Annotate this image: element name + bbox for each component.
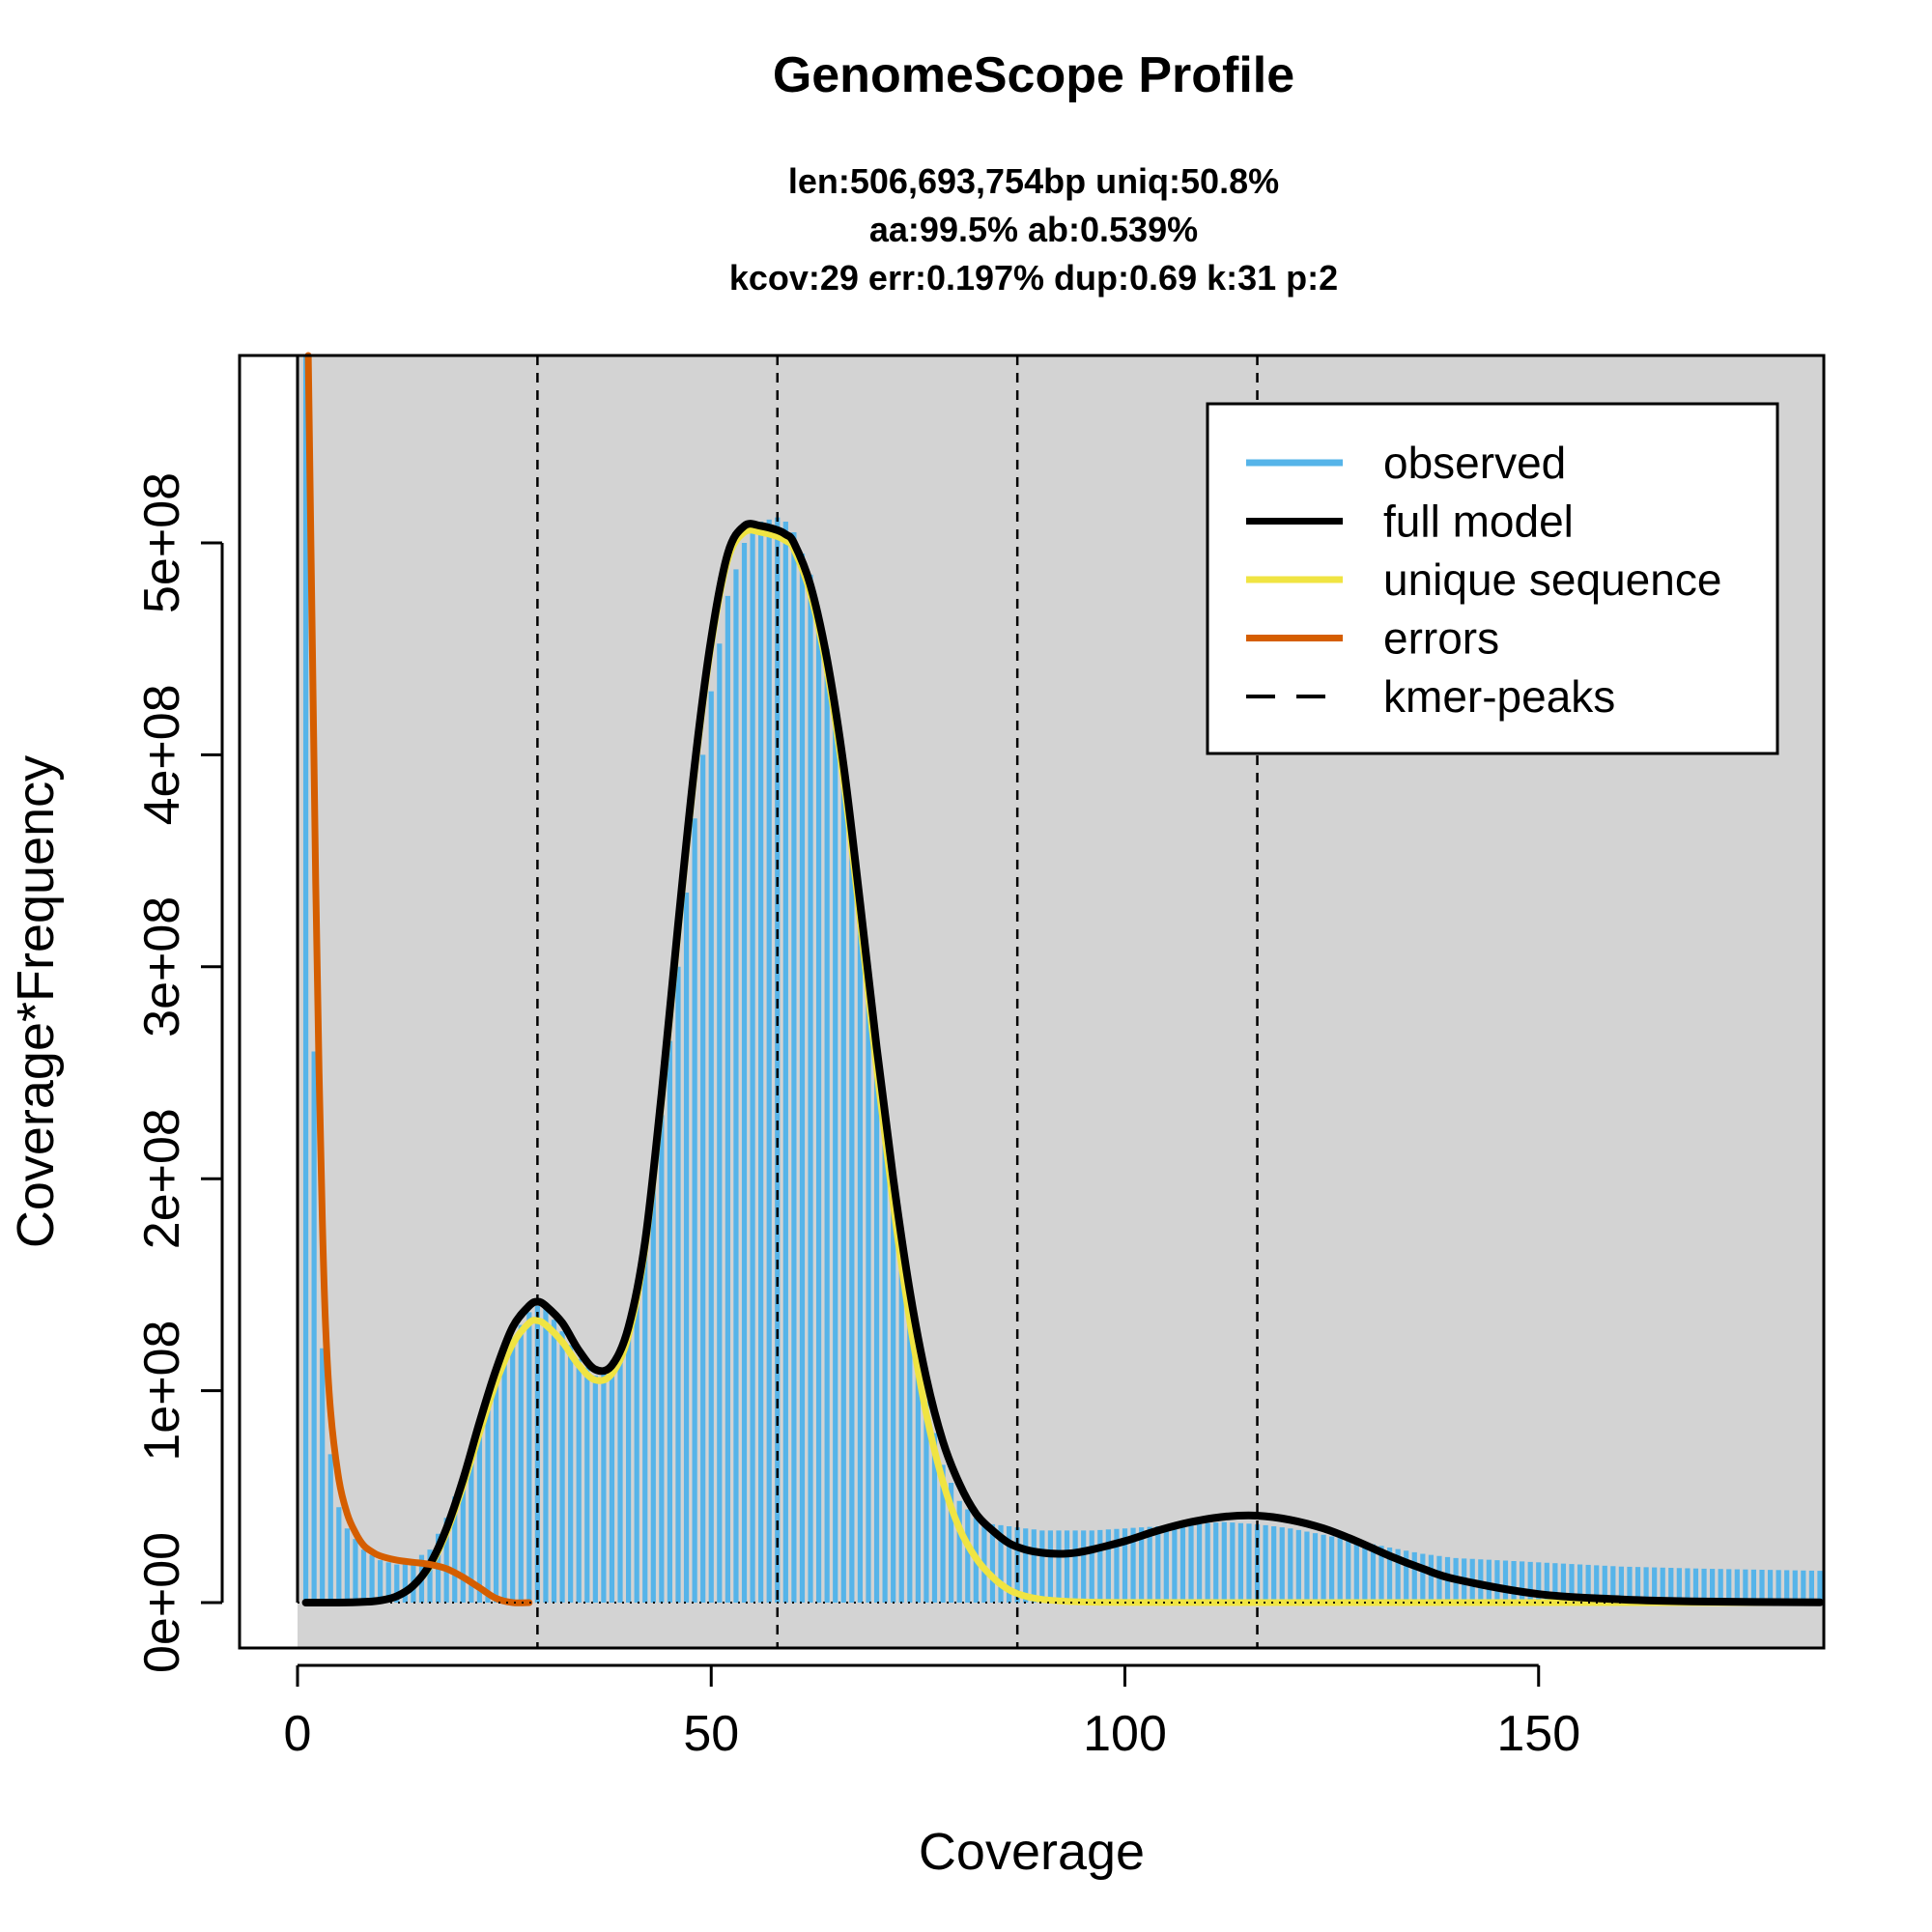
y-tick-label: 2e+08: [134, 1108, 190, 1249]
legend-label: observed: [1383, 438, 1566, 488]
legend-label: kmer-peaks: [1383, 671, 1615, 722]
x-tick-label: 0: [284, 1706, 312, 1762]
full-model-curve: [301, 520, 1824, 1607]
chart-subtitle-line-3: kcov:29 err:0.197% dup:0.69 k:31 p:2: [729, 258, 1338, 298]
unique-sequence-curve: [377, 526, 1824, 1606]
plot-border: [238, 354, 1826, 1650]
chart-title: GenomeScope Profile: [773, 47, 1294, 103]
x-axis: 0 50 100 150: [284, 1663, 1580, 1762]
chart-subtitle-line-2: aa:99.5% ab:0.539%: [869, 210, 1198, 249]
x-tick-label: 50: [683, 1706, 739, 1762]
legend-label: errors: [1383, 613, 1499, 664]
legend-label: unique sequence: [1383, 554, 1721, 605]
y-tick-label: 3e+08: [134, 896, 190, 1037]
y-axis-label: Coverage*Frequency: [7, 755, 65, 1248]
y-tick-label: 5e+08: [134, 472, 190, 613]
chart-subtitle-line-1: len:506,693,754bp uniq:50.8%: [788, 161, 1279, 201]
x-axis-label: Coverage: [919, 1823, 1145, 1881]
left-white-strip: [240, 355, 298, 1648]
x-tick-label: 150: [1496, 1706, 1580, 1762]
y-tick-label: 1e+08: [134, 1321, 190, 1462]
y-tick-label: 0e+00: [134, 1532, 190, 1673]
y-axis: 0e+00 1e+08 2e+08 3e+08 4e+08 5e+08: [134, 472, 224, 1673]
x-tick-label: 100: [1083, 1706, 1167, 1762]
legend-label: full model: [1383, 497, 1574, 547]
errors-curve: [304, 352, 533, 1606]
model-curves: [301, 352, 1824, 1607]
y-tick-label: 4e+08: [134, 684, 190, 825]
chart-legend: observed full model unique sequence errors k…: [1206, 402, 1779, 755]
